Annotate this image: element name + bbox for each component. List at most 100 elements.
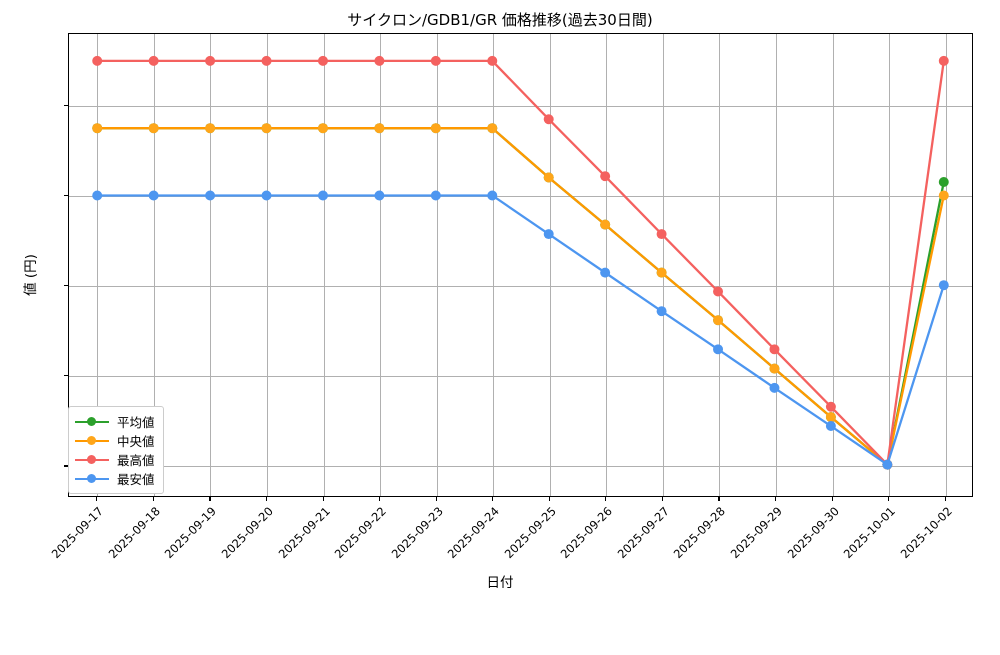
legend-label: 平均値 (117, 415, 155, 430)
gridline-vertical (266, 34, 268, 496)
x-axis-label: 日付 (486, 575, 514, 591)
data-point-marker (656, 229, 667, 240)
data-point-marker (92, 123, 103, 134)
series-line (96, 127, 945, 466)
data-point-marker (430, 190, 441, 201)
data-point-marker (317, 123, 328, 134)
gridline-vertical (493, 34, 495, 496)
gridline-vertical (436, 34, 438, 496)
data-point-marker (938, 190, 949, 201)
data-point-marker (825, 421, 836, 432)
x-tick-mark (605, 497, 607, 501)
x-tick-mark (152, 497, 154, 501)
gridline-vertical (776, 34, 778, 496)
x-tick-mark (831, 497, 833, 501)
x-tick-mark (322, 497, 324, 501)
data-point-marker (317, 190, 328, 201)
legend-swatch-icon (75, 415, 109, 429)
data-point-marker (656, 267, 667, 278)
x-tick-mark (265, 497, 268, 501)
data-point-marker (825, 412, 836, 423)
x-tick-mark (944, 497, 946, 501)
data-point-marker (148, 190, 159, 201)
data-point-marker (713, 344, 724, 355)
data-point-marker (374, 55, 385, 66)
gridline-vertical (549, 34, 551, 496)
data-point-marker (938, 177, 949, 187)
data-point-marker (261, 55, 272, 66)
data-point-marker (769, 363, 780, 374)
legend-swatch-icon (75, 434, 109, 448)
x-tick-mark (548, 497, 550, 501)
data-point-marker (92, 190, 103, 201)
data-point-marker (374, 123, 385, 134)
data-point-marker (374, 190, 385, 201)
data-point-marker (825, 401, 836, 412)
data-point-marker (938, 55, 949, 66)
data-point-marker (205, 55, 216, 66)
y-tick-mark (64, 375, 68, 377)
data-point-marker (713, 315, 724, 326)
data-point-marker (205, 123, 216, 134)
data-point-marker (600, 267, 611, 278)
chart-title: サイクロン/GDB1/GR 価格推移(過去30日間) (347, 11, 653, 29)
series-line (96, 59, 945, 466)
data-point-marker (487, 190, 498, 201)
gridline-vertical (945, 34, 947, 496)
gridline-horizontal (69, 196, 972, 198)
data-point-marker (148, 55, 159, 66)
data-point-marker (430, 123, 441, 134)
y-axis-label: 値 (円) (22, 254, 39, 296)
gridline-horizontal (69, 376, 972, 378)
data-point-marker (317, 55, 328, 66)
gridline-vertical (719, 34, 721, 496)
legend-item-中央値[interactable]: 中央値 (75, 431, 155, 450)
data-point-marker (600, 219, 611, 230)
legend-item-最安値[interactable]: 最安値 (75, 469, 155, 488)
legend-item-平均値[interactable]: 平均値 (75, 412, 155, 431)
legend-label: 最高値 (117, 453, 155, 468)
data-point-marker (769, 344, 780, 355)
legend-swatch-icon (75, 472, 109, 486)
data-point-marker (656, 306, 667, 317)
y-tick-mark (64, 465, 68, 467)
gridline-vertical (210, 34, 212, 496)
gridline-vertical (662, 34, 664, 496)
legend-item-最高値[interactable]: 最高値 (75, 450, 155, 469)
gridline-horizontal (69, 286, 972, 288)
series-中央値 (92, 123, 949, 470)
data-point-marker (882, 459, 893, 470)
series-最安値 (92, 190, 949, 470)
plot-area (68, 33, 973, 497)
y-tick-mark (64, 285, 68, 287)
x-tick-mark (775, 497, 777, 501)
data-point-marker (261, 190, 272, 201)
chart-legend: 平均値中央値最高値最安値 (68, 406, 164, 494)
series-line (96, 127, 945, 466)
chart-figure: サイクロン/GDB1/GR 価格推移(過去30日間) 値 (円) 日付 1802… (22, 11, 973, 591)
gridline-vertical (323, 34, 325, 496)
gridline-vertical (832, 34, 834, 496)
gridline-vertical (97, 34, 99, 496)
x-tick-mark (379, 497, 381, 501)
gridline-vertical (153, 34, 155, 496)
x-tick-mark (888, 497, 890, 501)
data-point-marker (487, 123, 498, 134)
legend-label: 最安値 (117, 472, 155, 487)
x-tick-mark (492, 497, 494, 501)
x-tick-mark (661, 497, 663, 501)
data-point-marker (148, 123, 159, 134)
data-point-marker (543, 114, 554, 125)
data-point-marker (769, 382, 780, 393)
legend-label: 中央値 (117, 434, 155, 449)
data-point-marker (430, 55, 441, 66)
x-tick-mark (435, 497, 437, 501)
data-point-marker (543, 229, 554, 240)
data-point-marker (600, 171, 611, 182)
data-point-marker (543, 172, 554, 183)
data-point-marker (938, 280, 949, 291)
data-point-marker (261, 123, 272, 134)
x-tick-mark (718, 497, 720, 501)
x-tick-mark (96, 497, 98, 501)
series-lines-layer (92, 55, 949, 470)
